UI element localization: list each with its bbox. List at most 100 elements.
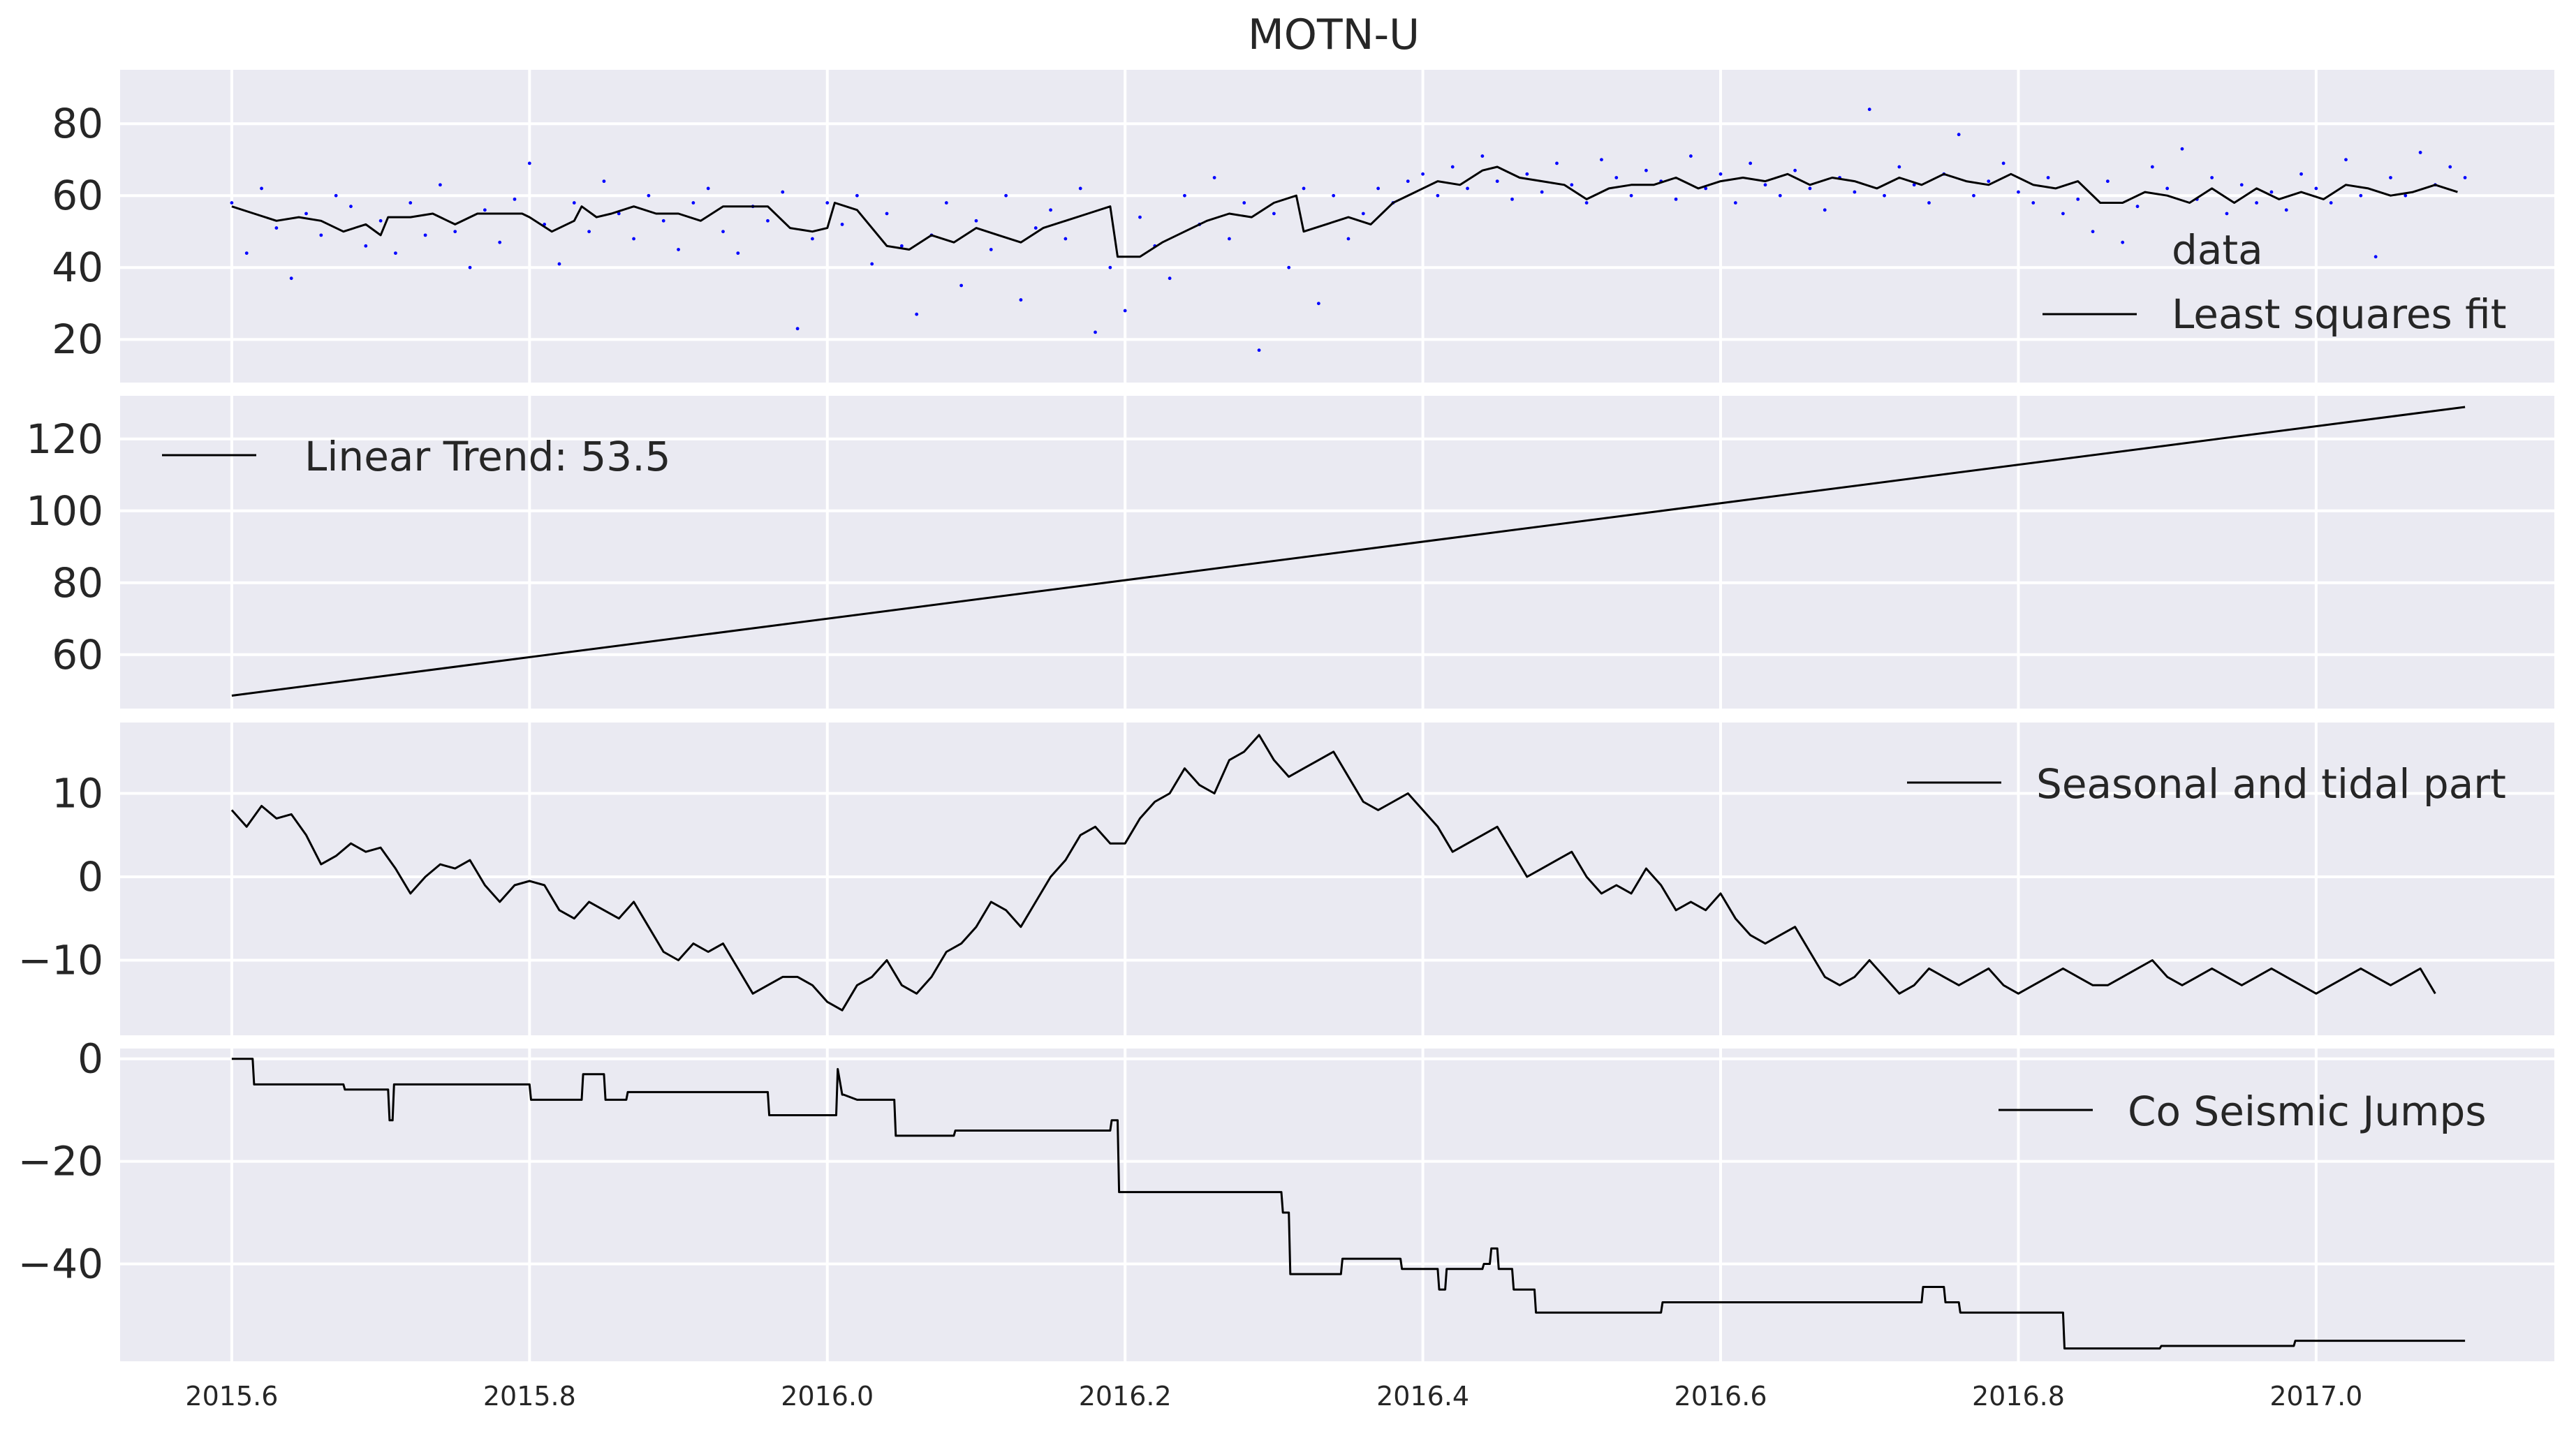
data-point <box>1212 176 1216 179</box>
y-tick-label: −40 <box>18 1240 103 1287</box>
data-point <box>2448 165 2452 169</box>
data-point <box>1346 237 1350 241</box>
data-point <box>1123 309 1127 313</box>
data-point <box>2299 172 2303 176</box>
legend-label: Seasonal and tidal part <box>2036 760 2506 808</box>
data-point <box>1078 186 1082 191</box>
data-point <box>1540 190 1544 194</box>
y-tick-label: 10 <box>52 770 103 817</box>
legend-label: Linear Trend: 53.5 <box>304 433 671 480</box>
data-point <box>677 248 680 251</box>
data-point <box>2150 165 2154 169</box>
data-point <box>1406 179 1410 184</box>
data-point <box>1108 265 1112 269</box>
data-point <box>736 251 740 256</box>
data-point <box>721 230 725 234</box>
data-point <box>989 248 993 251</box>
data-point <box>855 193 859 198</box>
data-point <box>1049 208 1052 212</box>
data-point <box>811 237 814 241</box>
data-point <box>2284 208 2288 212</box>
panel-background <box>120 1049 2554 1361</box>
series-line-1 <box>231 406 2466 697</box>
data-point <box>1674 197 1678 201</box>
data-point <box>2061 212 2065 216</box>
data-point <box>1957 133 1961 137</box>
data-point <box>557 262 561 266</box>
data-point <box>647 193 651 198</box>
legend-label: data <box>2172 226 2263 274</box>
data-point <box>2165 186 2170 191</box>
data-point <box>2344 158 2348 162</box>
data-point <box>1584 201 1589 205</box>
data-point <box>2359 193 2363 198</box>
data-point <box>915 312 919 316</box>
data-point <box>527 161 531 165</box>
data-point <box>1495 179 1499 184</box>
data-point <box>1183 193 1186 198</box>
data-point <box>1614 176 1619 179</box>
data-point <box>587 230 591 234</box>
data-point <box>274 226 279 230</box>
x-tick-label: 2016.8 <box>1972 1381 2065 1412</box>
data-point <box>1242 201 1246 205</box>
data-point <box>1927 201 1931 205</box>
series-line-2 <box>231 165 2458 258</box>
data-point <box>1480 154 1485 158</box>
data-point <box>602 179 606 184</box>
data-point <box>2180 147 2184 151</box>
data-point <box>2210 176 2214 179</box>
y-tick-label: −10 <box>18 936 103 984</box>
data-point <box>1600 158 1603 162</box>
data-point <box>349 205 353 209</box>
data-point <box>483 208 487 212</box>
data-point <box>1555 161 1559 165</box>
panel-2: 60 80 100 120 Linear Trend: 53.5 <box>26 396 2554 709</box>
panel-4: −40 −20 0 Co Seismic Jumps <box>18 1035 2554 1361</box>
data-point <box>795 327 800 331</box>
data-point <box>1763 183 1767 187</box>
data-point <box>1525 172 1529 176</box>
data-point <box>2031 201 2036 205</box>
data-point <box>513 197 517 201</box>
data-point <box>691 201 695 205</box>
legend: data Least squares fit <box>2043 226 2506 338</box>
data-point <box>498 240 502 244</box>
data-point <box>944 201 948 205</box>
y-tick-label: 120 <box>26 415 103 463</box>
data-point <box>1883 193 1886 198</box>
data-point <box>1332 193 1336 198</box>
data-point <box>2076 197 2080 201</box>
data-point <box>870 262 874 266</box>
data-point <box>2373 255 2378 259</box>
data-point <box>2001 161 2005 165</box>
data-point <box>1808 186 1812 191</box>
panel-background <box>120 70 2554 383</box>
y-tick-label: −20 <box>18 1138 103 1185</box>
data-point <box>959 283 964 288</box>
y-tick-label: 100 <box>26 487 103 535</box>
x-tick-label: 2015.8 <box>483 1381 576 1412</box>
data-point <box>2314 186 2318 191</box>
data-point <box>1912 183 1916 187</box>
data-point <box>2255 201 2258 205</box>
y-tick-label: 80 <box>52 559 103 607</box>
chart-title: MOTN-U <box>1248 10 1420 59</box>
data-point <box>378 219 383 223</box>
data-point <box>840 223 844 226</box>
data-point <box>885 212 889 216</box>
data-point <box>1778 193 1782 198</box>
data-point <box>1629 193 1633 198</box>
data-point <box>423 233 427 237</box>
series-data-points <box>230 108 2467 353</box>
data-point <box>1287 265 1291 269</box>
data-point <box>2463 176 2467 179</box>
y-tick-label: 60 <box>52 172 103 219</box>
data-point <box>2105 179 2110 184</box>
data-point <box>1228 237 1231 241</box>
data-point <box>1138 215 1142 219</box>
data-point <box>781 190 785 194</box>
y-tick-label: 20 <box>52 316 103 363</box>
data-point <box>1094 330 1097 334</box>
